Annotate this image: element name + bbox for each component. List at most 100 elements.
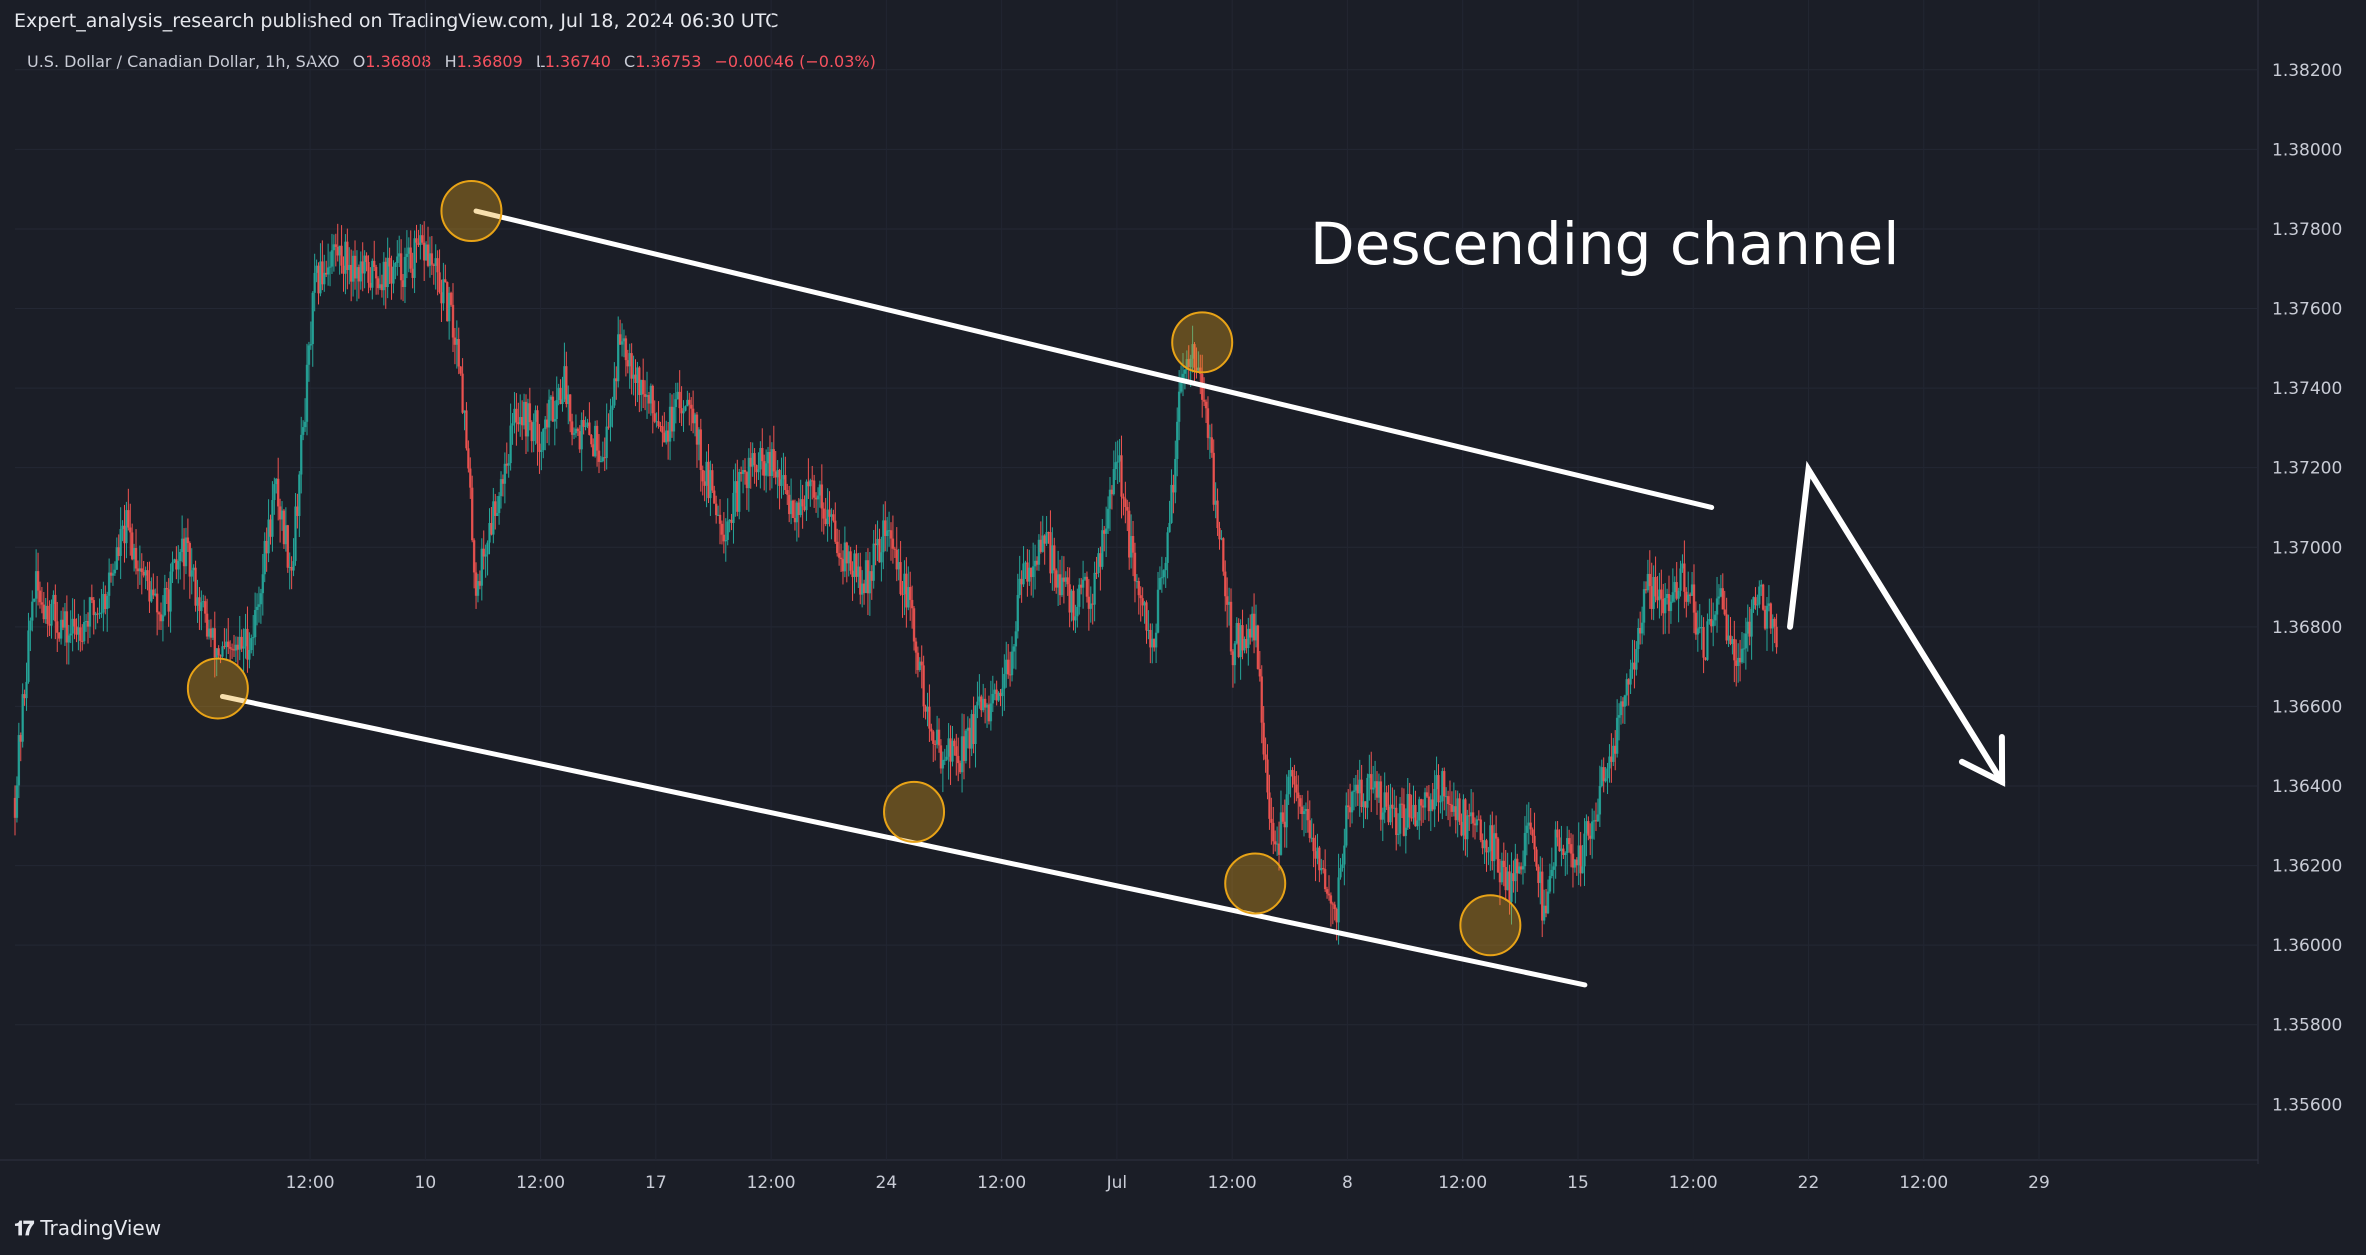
candle-body [617,334,620,382]
candle-body [111,573,115,576]
candle-body [832,514,835,521]
candle-body [401,280,405,287]
candle-body [424,244,428,261]
candle-body [363,255,366,274]
candle-body [223,646,226,648]
candle-body [1104,528,1108,534]
candle-body [471,487,474,541]
candle-body [595,425,599,451]
candle-body [1110,489,1114,495]
candle-body [1590,821,1594,839]
candle-body [1667,593,1671,612]
candle-body [1066,577,1069,585]
candle-body [442,279,445,304]
candle-body [1625,679,1628,696]
candle-body [1164,562,1167,571]
candle-body [528,403,532,423]
candle-body [655,421,658,423]
candle-body [165,588,168,590]
candle-body [1308,820,1311,838]
candle-body [82,622,86,642]
candle-body [1293,776,1296,785]
candle-body [545,419,549,428]
candle-body [1043,535,1046,544]
candle-body [167,589,170,612]
candle-body [1742,648,1746,650]
candle-body [814,497,818,500]
candle-body [140,568,143,572]
candle-body [812,480,816,498]
candle-body [1218,528,1221,540]
price-tick-label: 1.36200 [2272,857,2342,877]
candle-body [918,661,922,671]
candle-body [461,373,464,413]
candle-body [221,646,224,657]
candle-body [46,605,49,624]
price-tick-label: 1.37800 [2272,220,2342,240]
candle-body [1702,627,1705,658]
candle-body [1264,754,1267,760]
tradingview-brand[interactable]: 𝟏𝟕 TradingView [14,1216,161,1240]
candle-body [1318,847,1321,871]
candle-body [1433,788,1436,810]
candle-body [67,635,70,643]
candle-body [576,428,580,432]
candle-body [1199,367,1202,375]
candle-body [926,706,929,712]
candle-body [1491,825,1494,862]
candle-body [407,247,411,254]
candle-body [536,410,539,444]
candle-body [1464,799,1467,840]
candle-body [797,502,800,516]
candle-body [1594,820,1598,822]
candle-body [501,479,505,484]
candle-body [19,735,22,742]
candle-body [361,261,364,274]
candle-body [1642,589,1646,623]
candle-body [367,261,370,283]
candle-body [1687,594,1690,602]
candle-body [995,689,998,701]
candle-body [872,543,875,581]
candle-body [1356,784,1360,794]
candle-body [1076,606,1079,617]
candle-body [228,647,232,649]
candle-body [1494,833,1498,839]
candle-body [1704,657,1707,660]
candle-body [303,421,307,428]
candle-body [732,492,735,524]
candle-body [154,593,157,596]
candle-body [1079,584,1083,588]
candle-body [48,623,51,626]
candle-body [876,538,879,546]
candle-body [438,272,441,293]
candle-body [901,594,904,596]
candle-body [1412,804,1415,818]
price-tick-label: 1.35800 [2272,1016,2342,1036]
candle-body [1095,572,1098,574]
candle-body [741,470,745,474]
candle-body [722,534,726,542]
candle-body [252,637,255,639]
candle-body [1602,767,1605,782]
symbol-title[interactable]: U.S. Dollar / Canadian Dollar, 1h, SAXO [27,52,340,71]
candle-body [641,379,645,395]
candle-body [434,258,437,266]
candle-body [1189,358,1192,367]
candle-body [839,557,843,560]
candle-body [1633,662,1636,670]
candle-body [1323,869,1327,890]
candle-body [611,405,614,410]
candle-body [613,378,616,406]
candle-body [1320,868,1323,871]
candle-body [207,628,211,637]
candle-body [484,554,487,557]
candle-body [1275,843,1279,845]
candle-body [1541,871,1544,921]
candle-body [1083,576,1087,580]
candle-body [672,407,676,432]
candle-body [1273,841,1277,845]
candle-body [1135,581,1139,583]
candle-body [1671,592,1675,602]
